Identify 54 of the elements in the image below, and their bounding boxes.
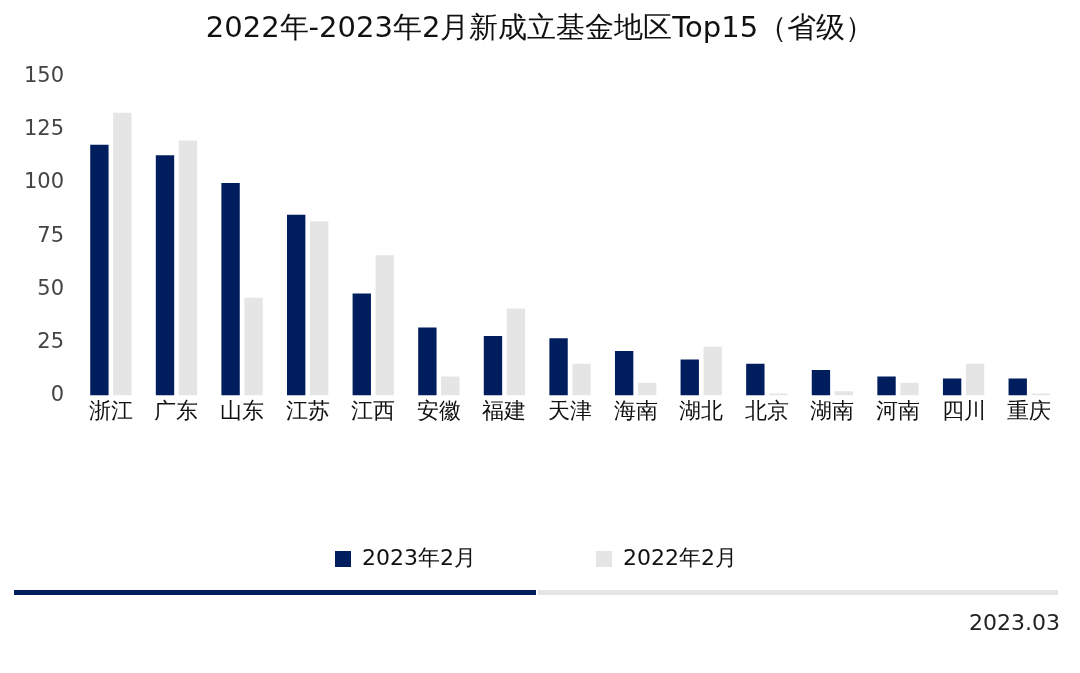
bar	[614, 350, 634, 396]
bar	[834, 391, 854, 396]
bar	[703, 346, 722, 396]
bar	[287, 214, 306, 396]
bar	[155, 155, 175, 396]
x-tick-label: 广东	[154, 397, 199, 423]
legend-label: 2023年2月	[362, 544, 477, 570]
bar	[1008, 378, 1027, 396]
legend-label: 2022年2月	[623, 544, 737, 570]
y-tick-label: 0	[50, 382, 65, 407]
bar	[309, 221, 329, 396]
y-tick-label: 50	[37, 275, 65, 300]
bar	[418, 327, 437, 396]
bar	[483, 336, 503, 396]
x-tick-label: 安徽	[416, 397, 461, 423]
x-tick-label: 北京	[744, 397, 789, 423]
bar	[637, 382, 657, 396]
x-tick-label: 天津	[548, 397, 593, 423]
bar	[811, 370, 831, 396]
bar	[221, 182, 240, 396]
bar	[352, 293, 371, 396]
x-tick-label: 浙江	[88, 397, 133, 423]
x-tick-label: 湖北	[679, 397, 724, 423]
bar	[572, 363, 591, 396]
y-tick-label: 25	[37, 328, 65, 353]
bar	[942, 378, 962, 396]
x-tick-label: 江苏	[285, 397, 330, 423]
bar	[178, 140, 198, 396]
x-tick-label: 河南	[876, 397, 921, 423]
bar	[441, 376, 460, 396]
chart-title: 2022年-2023年2月新成立基金地区Top15（省级）	[204, 9, 876, 46]
y-tick-label: 150	[23, 63, 65, 88]
bar	[746, 363, 765, 396]
bar	[244, 297, 263, 396]
x-tick-label: 重庆	[1007, 397, 1052, 423]
bar	[965, 363, 985, 396]
bar	[90, 144, 109, 396]
x-tick-label: 山东	[220, 397, 265, 423]
x-tick-label: 湖南	[810, 397, 855, 423]
y-tick-label: 125	[23, 116, 65, 141]
bar	[680, 359, 699, 396]
bar	[877, 376, 896, 396]
bar	[549, 338, 568, 396]
x-tick-label: 四川	[941, 397, 986, 423]
y-tick-label: 75	[37, 222, 65, 247]
y-tick-label: 100	[23, 169, 65, 194]
bar	[506, 308, 526, 396]
bar	[900, 382, 919, 396]
x-tick-label: 江西	[351, 397, 396, 423]
text: 2023.03	[969, 610, 1060, 635]
x-tick-label: 海南	[613, 397, 658, 423]
bar	[113, 112, 132, 396]
x-tick-label: 福建	[482, 397, 527, 423]
bar	[375, 255, 394, 396]
